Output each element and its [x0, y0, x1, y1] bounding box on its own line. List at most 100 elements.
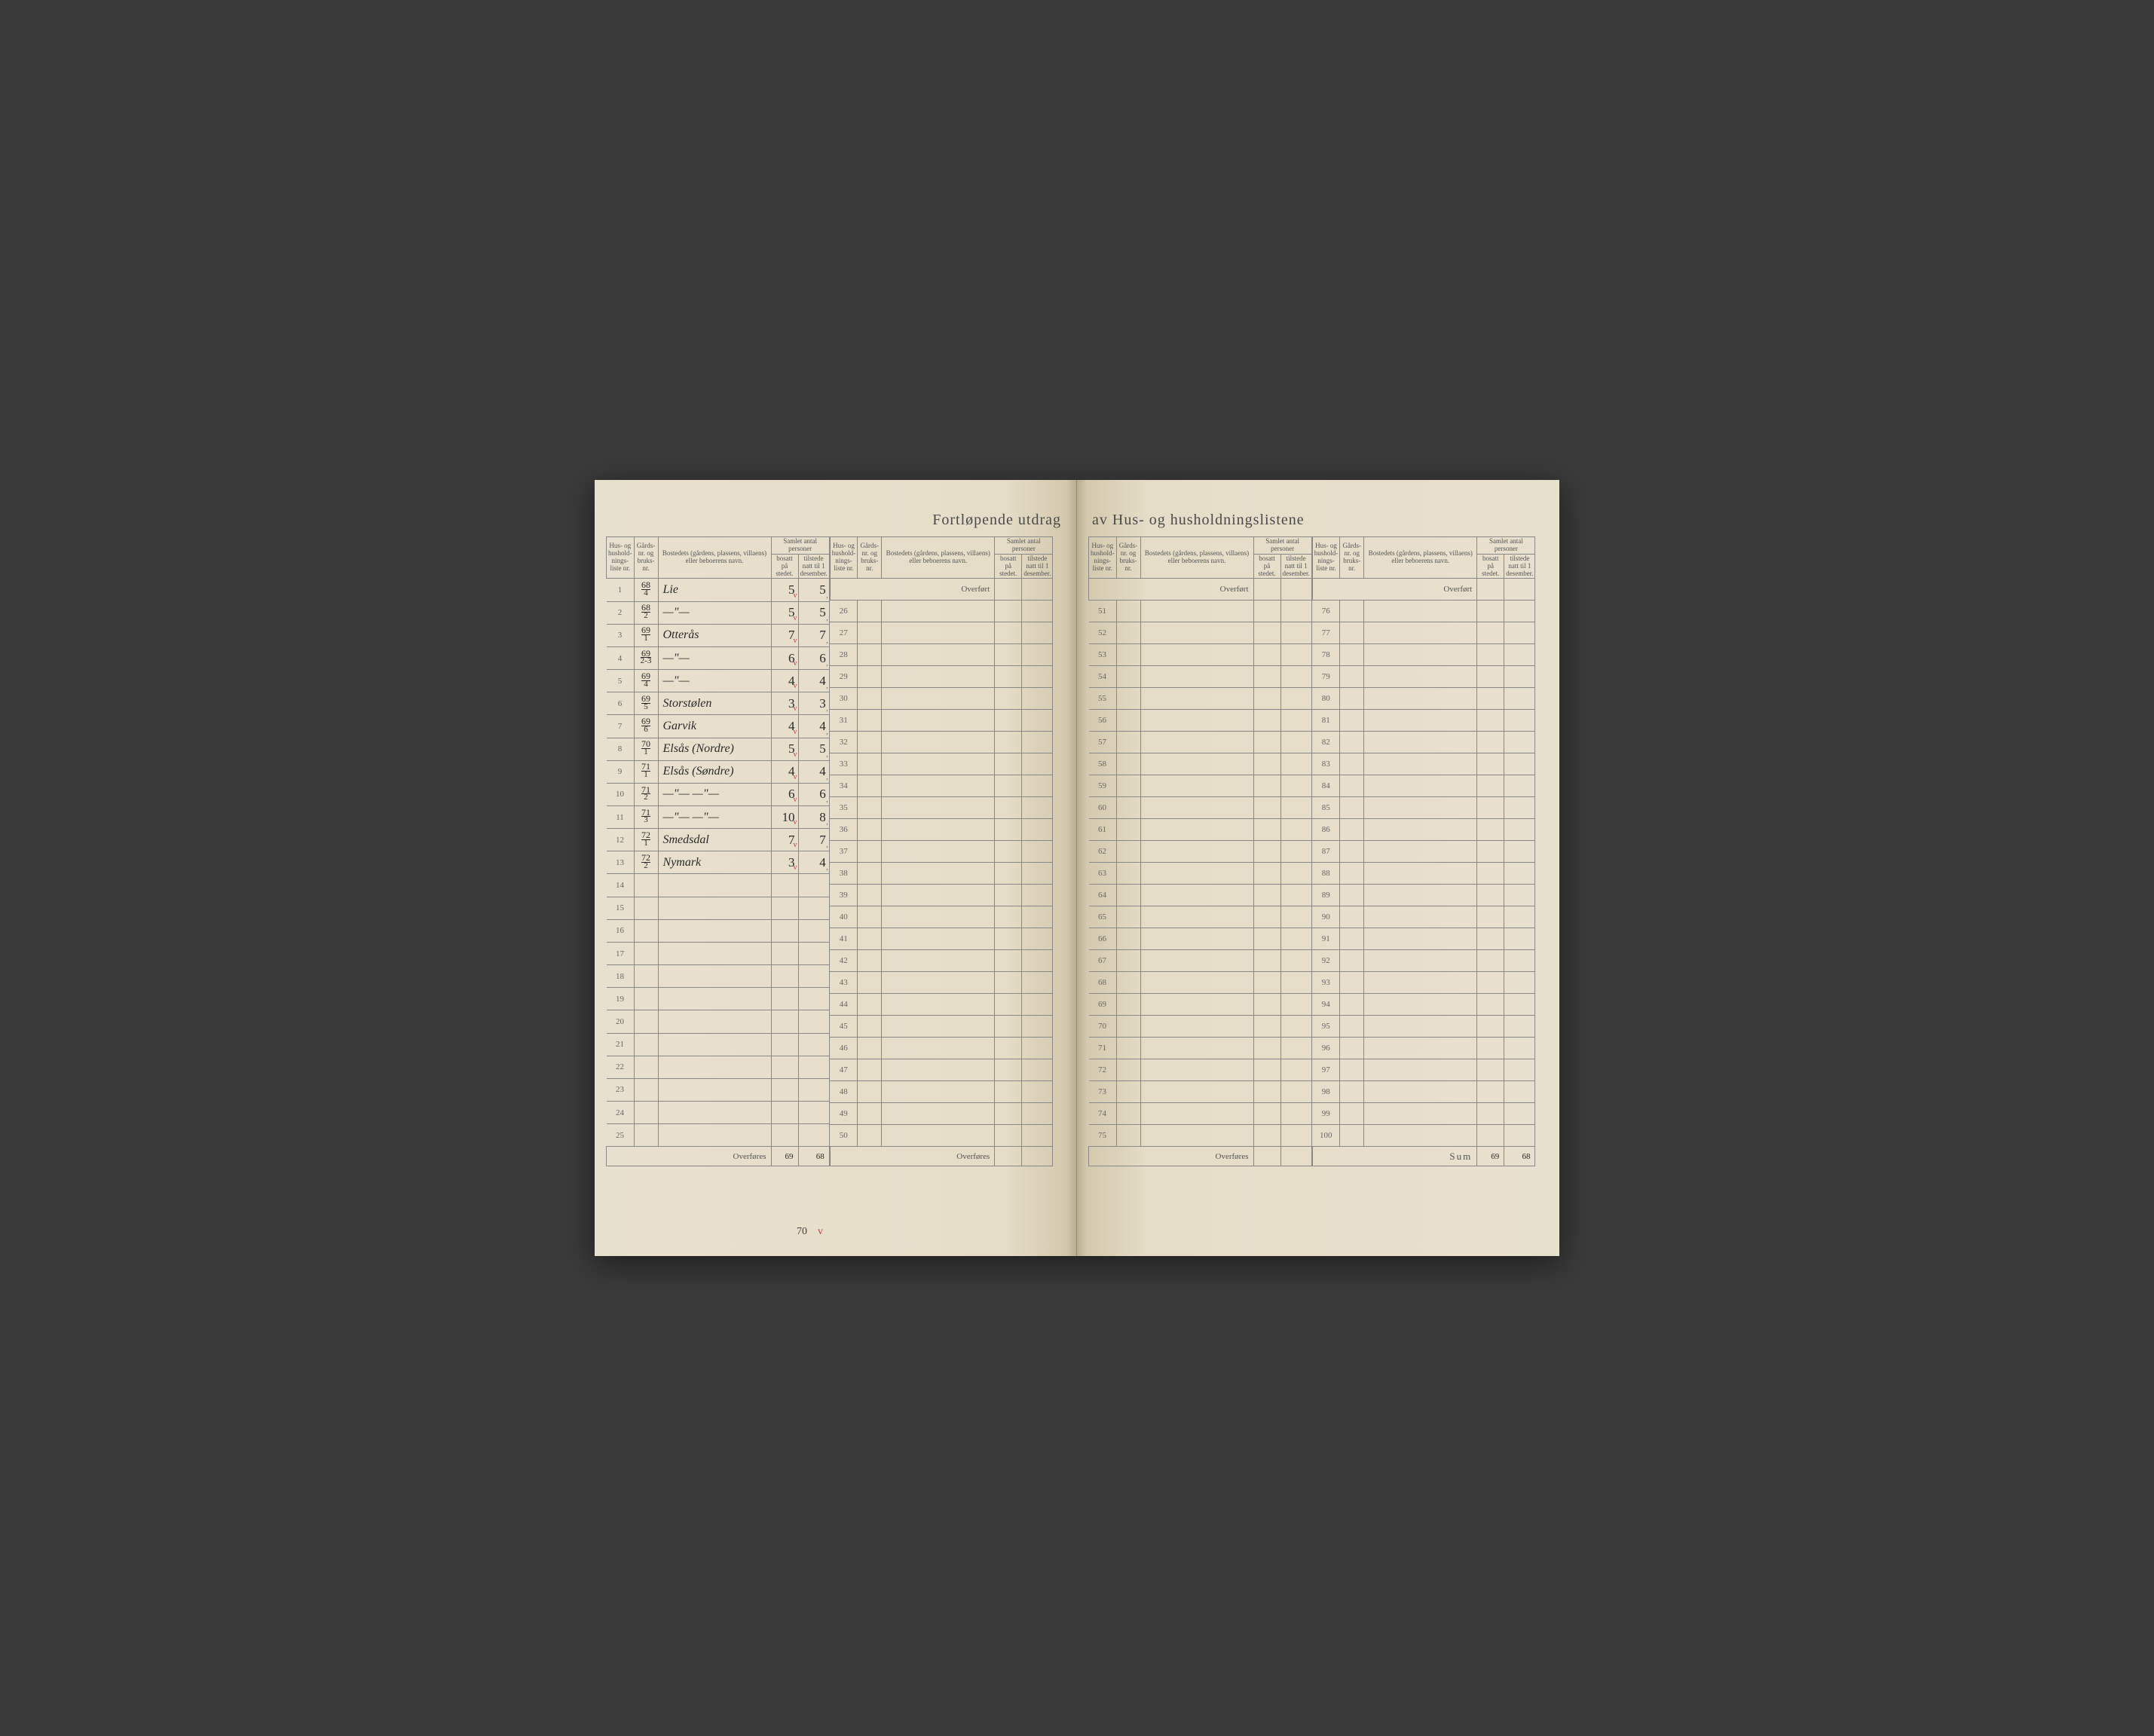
table-row: 48 — [830, 1081, 1053, 1103]
table-row: 88 — [1312, 863, 1535, 885]
table-row: 56 — [1089, 710, 1312, 732]
table-row: 2682—"—5v5, — [607, 601, 830, 624]
table-row: 43 — [830, 972, 1053, 994]
table-row: 57 — [1089, 732, 1312, 753]
table-row: 85 — [1312, 797, 1535, 819]
table-row: 65 — [1089, 906, 1312, 928]
hdr-bosatt: bosatt på stedet. — [771, 554, 798, 579]
table-row: 22 — [607, 1056, 830, 1078]
table-row: 55 — [1089, 688, 1312, 710]
table-row: 53 — [1089, 644, 1312, 666]
table-row: 21 — [607, 1033, 830, 1056]
table-row: 72 — [1089, 1059, 1312, 1081]
table-row: 92 — [1312, 950, 1535, 972]
table-row: 23 — [607, 1078, 830, 1101]
table-row: 74 — [1089, 1103, 1312, 1125]
table-row: 73 — [1089, 1081, 1312, 1103]
table-row: 10712—"— —"—6v6, — [607, 783, 830, 805]
table-row: 28 — [830, 644, 1053, 666]
table-row: 84 — [1312, 775, 1535, 797]
table-row: 97 — [1312, 1059, 1535, 1081]
table-row: 45 — [830, 1016, 1053, 1038]
table-row: 46 — [830, 1038, 1053, 1059]
table-row: 76 — [1312, 601, 1535, 622]
hdr-liste: Hus- og hushold-nings-liste nr. — [607, 537, 635, 579]
table-row: 67 — [1089, 950, 1312, 972]
table-row: 62 — [1089, 841, 1312, 863]
table-row: 36 — [830, 819, 1053, 841]
table-row: 82 — [1312, 732, 1535, 753]
table-row: 71 — [1089, 1038, 1312, 1059]
table-row: 50 — [830, 1125, 1053, 1147]
ledger-spread: Fortløpende utdrag Hus- og hushold-nings… — [595, 480, 1559, 1256]
table-row: 8701Elsås (Nordre)5v5, — [607, 738, 830, 760]
table-row: 1684Lie5v5, — [607, 579, 830, 601]
table-row: 80 — [1312, 688, 1535, 710]
sum-label: Sum — [1312, 1147, 1477, 1166]
table-row: 35 — [830, 797, 1053, 819]
table-row: 66 — [1089, 928, 1312, 950]
table-row: 75 — [1089, 1125, 1312, 1147]
table-row: 18 — [607, 965, 830, 988]
table-row: 77 — [1312, 622, 1535, 644]
table-row: 54 — [1089, 666, 1312, 688]
table-row: 39 — [830, 885, 1053, 906]
table-row: 69 — [1089, 994, 1312, 1016]
table-row: 38 — [830, 863, 1053, 885]
table-row: 81 — [1312, 710, 1535, 732]
table-row: 19 — [607, 988, 830, 1010]
table-row: 11713—"— —"—10v8, — [607, 806, 830, 829]
table-row: 78 — [1312, 644, 1535, 666]
table-col3: Hus- og hushold-nings-liste nr. Gårds-nr… — [1088, 536, 1312, 1166]
table-row: 42 — [830, 950, 1053, 972]
table-row: 32 — [830, 732, 1053, 753]
hdr-bosted: Bostedets (gårdens, plassens, villaens) … — [658, 537, 771, 579]
table-row: 24 — [607, 1102, 830, 1124]
table-col2: Hus- og hushold-nings-liste nr. Gårds-nr… — [830, 536, 1054, 1166]
table-row: 20 — [607, 1010, 830, 1033]
right-page: av Hus- og husholdningslistene Hus- og h… — [1077, 480, 1559, 1256]
table-row: 61 — [1089, 819, 1312, 841]
table-row: 89 — [1312, 885, 1535, 906]
extra-correction: 70 v — [797, 1226, 823, 1238]
left-page: Fortløpende utdrag Hus- og hushold-nings… — [595, 480, 1077, 1256]
table-row: 70 — [1089, 1016, 1312, 1038]
table-row: 3691Otterås7v7, — [607, 624, 830, 646]
table-row: 93 — [1312, 972, 1535, 994]
table-row: 60 — [1089, 797, 1312, 819]
table-row: 9711Elsås (Søndre)4v4, — [607, 760, 830, 783]
table-row: 5694—"—4v4, — [607, 670, 830, 692]
table-row: 83 — [1312, 753, 1535, 775]
table-row: 58 — [1089, 753, 1312, 775]
table-row: 47 — [830, 1059, 1053, 1081]
table-row: 91 — [1312, 928, 1535, 950]
table-row: 52 — [1089, 622, 1312, 644]
table-row: 79 — [1312, 666, 1535, 688]
table-row: 49 — [830, 1103, 1053, 1125]
table-col4: Hus- og hushold-nings-liste nr. Gårds-nr… — [1312, 536, 1536, 1166]
table-row: 13722Nymark3v4, — [607, 851, 830, 874]
table-row: 96 — [1312, 1038, 1535, 1059]
table-row: 16 — [607, 919, 830, 942]
table-row: 25 — [607, 1124, 830, 1147]
table-row: 41 — [830, 928, 1053, 950]
hdr-samlet: Samlet antal personer — [771, 537, 829, 555]
table-row: 68 — [1089, 972, 1312, 994]
overfores-tilstede: 68 — [798, 1147, 829, 1166]
table-row: 63 — [1089, 863, 1312, 885]
table-row: 7696Garvik4v4, — [607, 715, 830, 738]
table-row: 87 — [1312, 841, 1535, 863]
table-row: 26 — [830, 601, 1053, 622]
hdr-tilstede: tilstede natt til 1 desember. — [798, 554, 829, 579]
table-row: 51 — [1089, 601, 1312, 622]
table-row: 90 — [1312, 906, 1535, 928]
table-row: 40 — [830, 906, 1053, 928]
table-row: 15 — [607, 897, 830, 919]
table-row: 86 — [1312, 819, 1535, 841]
table-row: 95 — [1312, 1016, 1535, 1038]
table-row: 29 — [830, 666, 1053, 688]
hdr-gard: Gårds-nr. og bruks-nr. — [634, 537, 658, 579]
table-row: 100 — [1312, 1125, 1535, 1147]
table-row: 6695Storstølen3v3, — [607, 692, 830, 715]
table-row: 33 — [830, 753, 1053, 775]
